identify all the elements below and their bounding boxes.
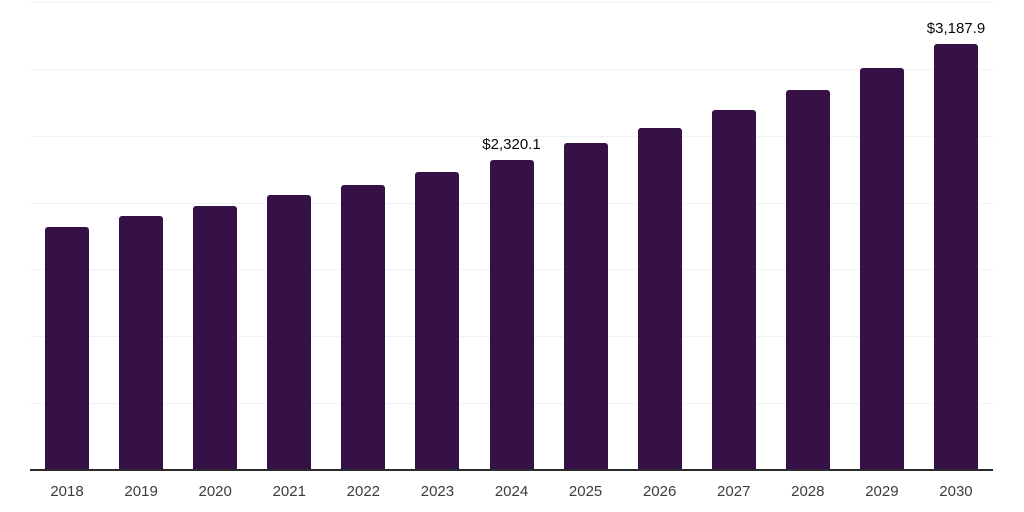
bar-slot	[549, 2, 623, 470]
bar-2019	[119, 215, 164, 470]
x-axis-label-2028: 2028	[791, 483, 825, 500]
bar-slot	[771, 2, 845, 470]
bar-slot	[697, 2, 771, 470]
bar-slot	[252, 2, 326, 470]
plot-area: $2,320.1 $3,187.9	[30, 2, 993, 471]
bar-slot	[400, 2, 474, 470]
x-axis-labels: 2018 2019 2020 2021 2022 2023 2024 2025 2026 2027…	[30, 483, 993, 501]
bar-2027	[711, 110, 756, 470]
bar-value-label-2030: $3,187.9	[926, 19, 986, 37]
x-axis-label-2022: 2022	[346, 483, 381, 500]
bar-2028	[785, 90, 830, 470]
bar-2025	[563, 143, 608, 470]
x-axis-label-2024: 2024	[494, 483, 529, 500]
bar-slot	[623, 2, 697, 470]
bar-slot	[178, 2, 252, 470]
bar-2022	[341, 185, 386, 470]
x-axis-label-2023: 2023	[420, 483, 455, 500]
x-axis-label-2021: 2021	[272, 483, 306, 500]
bar-2029	[859, 67, 904, 470]
x-axis-label-2027: 2027	[717, 483, 751, 500]
gridline	[30, 2, 993, 3]
bar-value-label-2024: $2,320.1	[482, 135, 541, 153]
bar-slot	[845, 2, 919, 470]
bar-2024	[489, 159, 534, 470]
x-axis-label-2018: 2018	[50, 483, 84, 500]
bar-slot	[104, 2, 178, 470]
bars: $2,320.1 $3,187.9	[30, 2, 993, 470]
bar-slot: $3,187.9	[919, 2, 993, 470]
bar-2030	[933, 43, 978, 470]
gridline	[30, 68, 993, 70]
bar-slot: $2,320.1	[474, 2, 548, 470]
bar-2018	[45, 226, 90, 470]
x-axis-label-2025: 2025	[568, 483, 603, 500]
x-axis-label-2026: 2026	[642, 483, 677, 500]
x-axis-label-2029: 2029	[865, 483, 899, 500]
bar-2026	[637, 128, 682, 470]
x-axis-label-2019: 2019	[124, 483, 158, 500]
bar-slot	[326, 2, 400, 470]
x-axis-label-2020: 2020	[198, 483, 232, 500]
bar-2023	[415, 171, 460, 470]
x-axis-label-2030: 2030	[939, 483, 973, 500]
gridline	[30, 135, 993, 137]
bar-2020	[193, 205, 238, 470]
bar-2021	[267, 195, 312, 470]
x-axis-line	[30, 469, 993, 471]
bar-slot	[30, 2, 104, 470]
